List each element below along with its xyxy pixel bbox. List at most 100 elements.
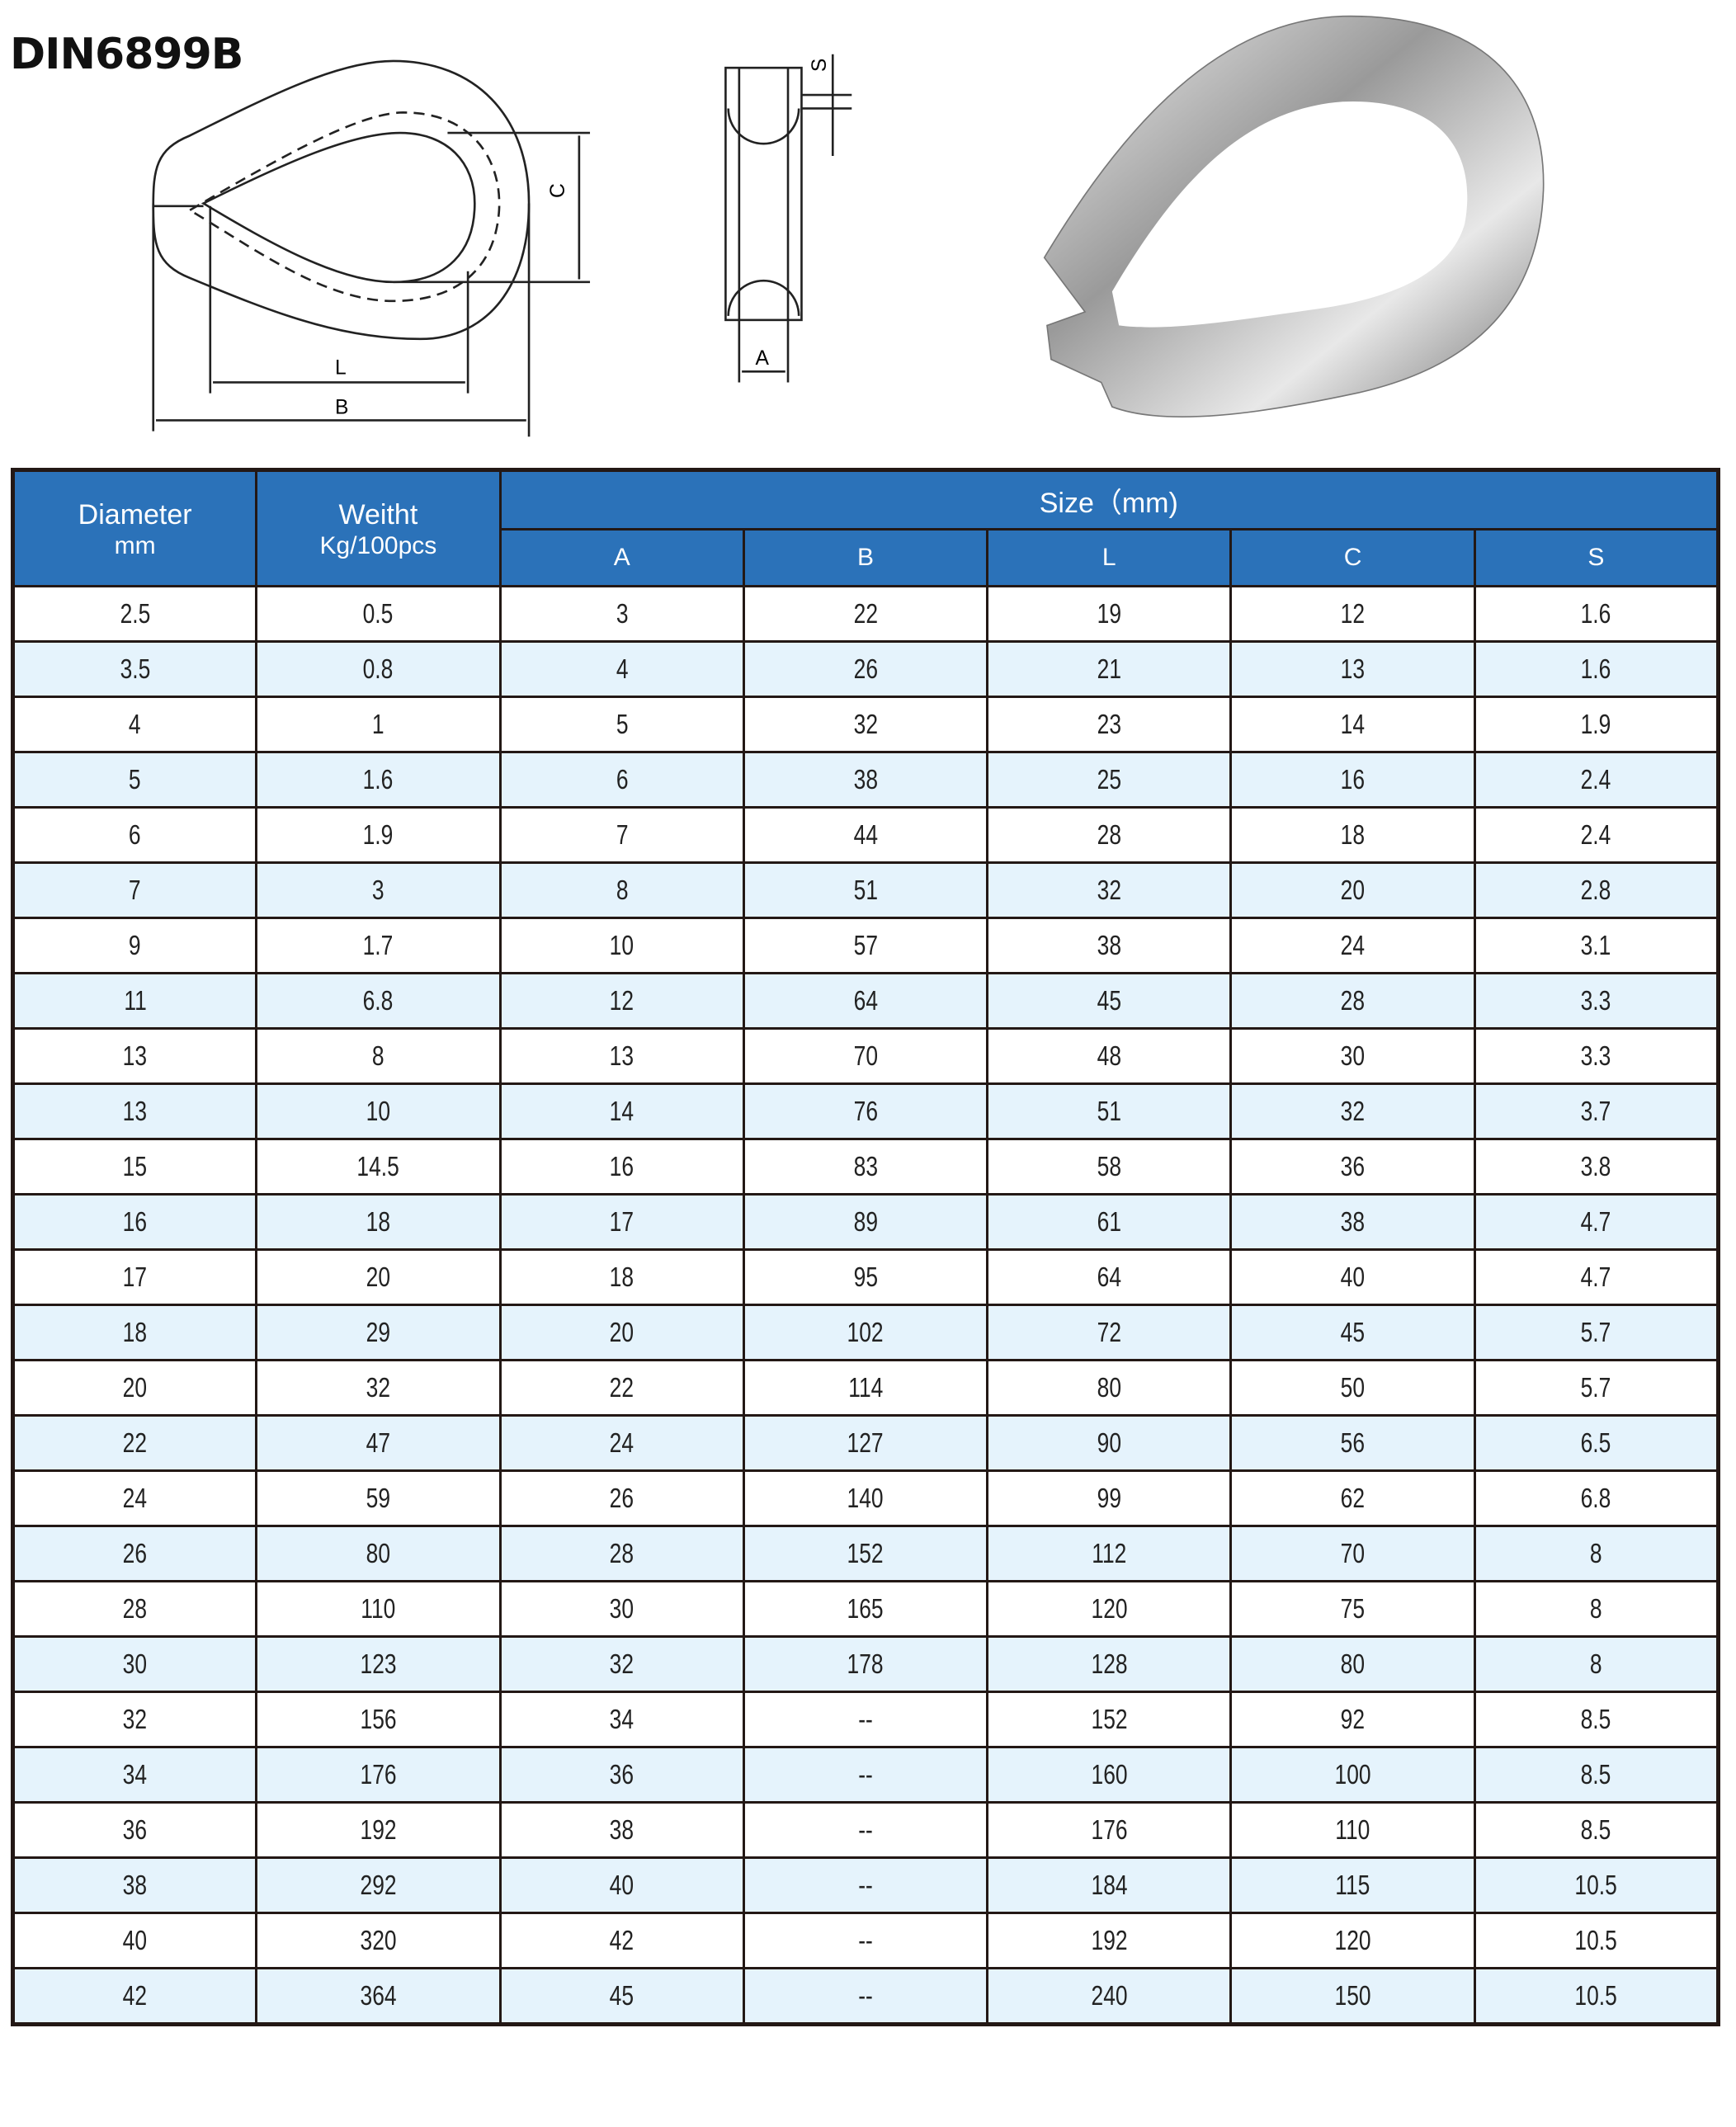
cell-l: 128 [986,1635,1233,1693]
cell-value: 45 [610,1980,634,2011]
cell-value: 40 [610,1870,634,1900]
cell-value: 18 [366,1206,391,1237]
cell-a: 6 [498,751,745,809]
cell-value: 10 [366,1096,391,1126]
cell-value: 12 [1340,598,1366,629]
cell-l: 61 [986,1193,1233,1251]
cell-value: 1.6 [1580,598,1611,629]
cell-c: 56 [1229,1414,1476,1472]
cell-value: 26 [610,1483,634,1513]
cell-l: 19 [986,585,1233,643]
cell-value: 6.8 [363,985,394,1016]
cell-value: 8.5 [1580,1704,1611,1734]
cell-a: 14 [498,1082,745,1140]
cell-value: 8 [1589,1593,1602,1624]
cell-value: 32 [610,1648,634,1679]
cell-value: 95 [853,1262,878,1292]
cell-value: 8 [616,875,629,905]
cell-b: 178 [742,1635,989,1693]
cell-value: 22 [610,1372,634,1403]
cell-value: 56 [1340,1427,1366,1458]
cell-weight: 1 [255,696,502,753]
cell-value: 8 [372,1040,384,1071]
cell-value: 89 [853,1206,878,1237]
cell-b: 89 [742,1193,989,1251]
cell-value: 140 [847,1483,885,1513]
cell-value: 14 [1340,709,1366,739]
cell-diameter: 42 [11,1967,258,2026]
cell-value: 1.7 [363,930,394,960]
cell-s: 1.6 [1473,640,1720,698]
cell-weight: 10 [255,1082,502,1140]
cell-weight: 1.9 [255,806,502,864]
cell-weight: 1.7 [255,917,502,974]
header-a: A [498,528,745,587]
table-row: 13 8 13 70 48 30 3.3 [11,1027,1720,1085]
cell-value: 32 [853,709,878,739]
cell-c: 62 [1229,1469,1476,1527]
cell-value: 110 [1335,1814,1370,1845]
cell-l: 21 [986,640,1233,698]
cell-diameter: 36 [11,1801,258,1859]
cell-value: 160 [1091,1759,1128,1790]
cell-s: 8.5 [1473,1801,1720,1859]
cell-c: 12 [1229,585,1476,643]
cell-value: 32 [366,1372,391,1403]
cell-value: 34 [610,1704,634,1734]
cell-value: 11 [123,985,147,1016]
table-row: 26 80 28 152 112 70 8 [11,1525,1720,1582]
cell-diameter: 28 [11,1580,258,1638]
cell-value: 2.5 [120,598,150,629]
cell-value: 42 [122,1980,148,2011]
cell-l: 112 [986,1525,1233,1582]
cell-c: 50 [1229,1359,1476,1417]
cell-value: 45 [1097,985,1121,1016]
cell-value: 1.9 [363,819,394,850]
cell-value: 51 [1097,1096,1121,1126]
cell-value: 364 [360,1980,397,2011]
cell-weight: 320 [255,1912,502,1969]
table-row: 28 110 30 165 120 75 8 [11,1580,1720,1638]
cell-a: 20 [498,1304,745,1361]
dim-label-A: A [756,347,770,370]
cell-value: 13 [122,1096,148,1126]
cell-value: 152 [847,1538,885,1568]
thimble-drawings: L B C A S [152,15,1545,437]
cell-b: 70 [742,1027,989,1085]
cell-a: 26 [498,1469,745,1527]
cell-s: 4.7 [1473,1248,1720,1306]
cell-value: 110 [361,1593,396,1624]
cell-value: 8.5 [1580,1759,1611,1790]
cell-value: 28 [1097,819,1121,850]
cell-b: 32 [742,696,989,753]
cell-l: 192 [986,1912,1233,1969]
cell-b: 57 [742,917,989,974]
cell-value: 58 [1097,1151,1121,1181]
cell-diameter: 13 [11,1082,258,1140]
cell-value: 178 [847,1648,885,1679]
cell-value: 1.9 [1580,709,1611,739]
cell-diameter: 38 [11,1856,258,1914]
specification-table: Diameter mm Weitht Kg/100pcs Size（mm) A B … [11,468,1720,2026]
header-diameter-unit: mm [114,531,156,559]
cell-value: 13 [122,1040,148,1071]
cell-value: 3.3 [1580,1040,1611,1071]
cell-value: 115 [1335,1870,1370,1900]
cell-l: 32 [986,861,1233,919]
cell-weight: 18 [255,1193,502,1251]
cell-l: 90 [986,1414,1233,1472]
cell-value: 16 [122,1206,148,1237]
cell-value: 80 [1340,1648,1366,1679]
cell-s: 2.4 [1473,806,1720,864]
cell-diameter: 6 [11,806,258,864]
cell-value: 102 [847,1317,885,1347]
cell-s: 3.3 [1473,972,1720,1030]
table-row: 36 192 38 -- 176 110 8.5 [11,1801,1720,1859]
cell-diameter: 7 [11,861,258,919]
cell-s: 10.5 [1473,1967,1720,2026]
cell-value: 10.5 [1574,1980,1618,2011]
cell-a: 16 [498,1138,745,1196]
header-diameter: Diameter mm [11,469,258,587]
cell-value: 10 [610,930,634,960]
cell-s: 1.9 [1473,696,1720,753]
